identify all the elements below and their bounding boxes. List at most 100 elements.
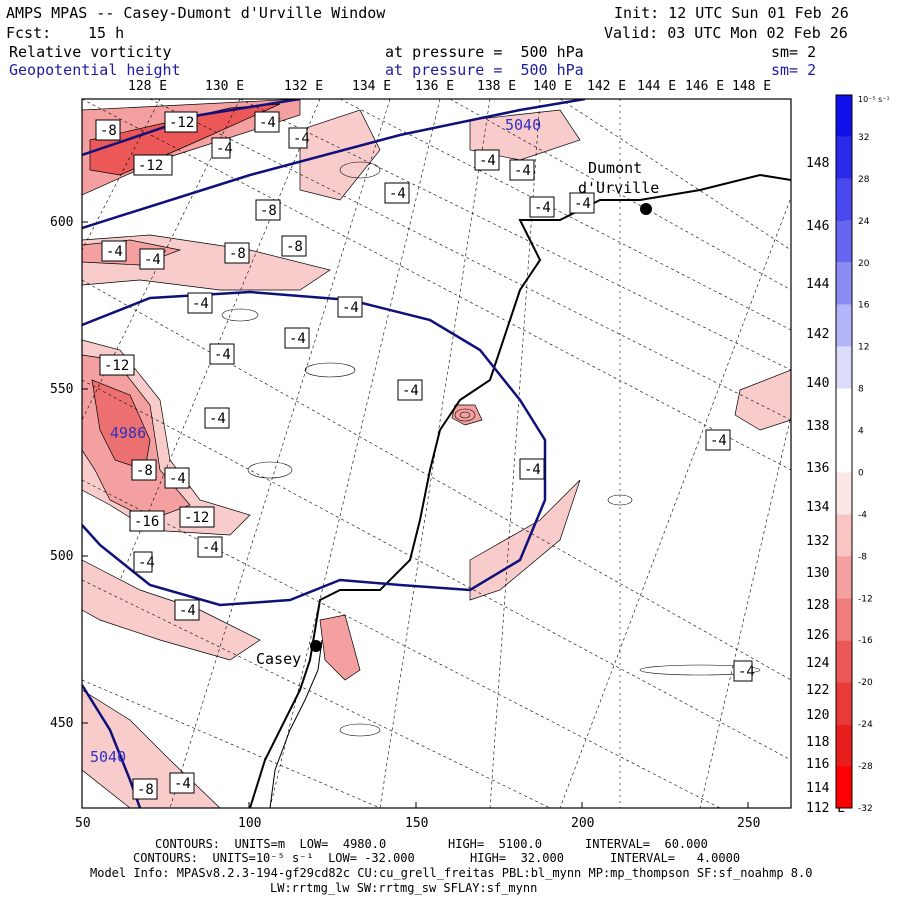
lon-label: 144 E <box>806 277 845 292</box>
colorbar-swatch <box>836 514 852 557</box>
grid-line <box>82 99 791 471</box>
plot-title: AMPS MPAS -- Casey-Dumont d'Urville Wind… <box>6 4 386 22</box>
x-axis-labels: 50 100 150 200 250 <box>75 816 760 831</box>
height-contour-4986 <box>82 290 547 607</box>
lon-label: 144 E <box>637 79 676 94</box>
vorticity-label: -4 <box>402 383 419 399</box>
height-contour-high: HIGH= 5100.0 <box>448 837 542 851</box>
lon-label: 126 E <box>806 628 845 643</box>
station-label-durville: d'Urville <box>578 179 659 197</box>
vorticity-labels: -8 -12 -4 -4 -4 -12 -4 -4 -4 -4 -4 -8 -8… <box>95 111 755 800</box>
colorbar-label: 4 <box>858 427 864 437</box>
lon-label: 124 E <box>806 656 845 671</box>
lat-lon-grid <box>82 99 791 808</box>
vorticity-label: -4 <box>144 252 161 268</box>
lon-label: 114 E <box>806 781 845 796</box>
colorbar: 10⁻⁵ s⁻¹ 32 28 24 20 16 12 8 4 0 -4 -8 -12 -16 -20 -24 -… <box>835 94 890 814</box>
grid-line <box>449 99 791 291</box>
x-tick-label: 100 <box>238 816 261 831</box>
colorbar-label: 32 <box>858 133 869 143</box>
vorticity-contour <box>339 723 381 737</box>
lon-label: 130 E <box>806 566 845 581</box>
vorticity-label: -4 <box>106 244 123 260</box>
grid-line <box>559 199 791 808</box>
y-axis-labels: 600 550 500 450 <box>50 215 73 731</box>
colorbar-swatch <box>836 682 852 725</box>
map-area: 5040 4986 5040 -8 -12 -4 -4 -4 -12 -4 -4… <box>82 99 791 808</box>
lon-label: 116 E <box>806 757 845 772</box>
vorticity-label: -8 <box>136 463 153 479</box>
colorbar-label: 12 <box>858 343 869 353</box>
vorticity-contour <box>607 494 633 506</box>
vorticity-label: -16 <box>134 514 159 530</box>
vorticity-label: -12 <box>169 115 194 131</box>
vorticity-region <box>469 109 581 161</box>
coastline <box>249 173 791 808</box>
colorbar-swatch <box>836 346 852 389</box>
y-axis-ticks <box>82 221 88 724</box>
grid-line <box>339 99 791 331</box>
colorbar-frame <box>835 94 853 809</box>
x-tick-label: 200 <box>571 816 594 831</box>
vorticity-contour <box>639 664 761 676</box>
x-tick-label: 50 <box>75 816 91 831</box>
vorticity-label: -8 <box>286 239 303 255</box>
lon-label: 120 E <box>806 708 845 723</box>
grid-line <box>82 579 551 808</box>
vorticity-label: -4 <box>259 115 276 131</box>
lon-label: 128 E <box>806 598 845 613</box>
height-label: 5040 <box>90 748 126 766</box>
colorbar-label: 0 <box>858 468 864 478</box>
colorbar-swatch <box>836 556 852 599</box>
colorbar-label: -32 <box>858 804 873 814</box>
field1-smoothing: sm= 2 <box>771 43 817 61</box>
vorticity-shading <box>82 99 791 808</box>
grid-line <box>82 279 791 681</box>
vorticity-label: -4 <box>738 664 755 680</box>
lon-label: 122 E <box>806 683 845 698</box>
vorticity-label: -8 <box>229 246 246 262</box>
vorticity-label: -8 <box>100 123 117 139</box>
grid-line <box>119 99 321 581</box>
colorbar-label: 20 <box>858 259 870 269</box>
lon-label: 148 E <box>732 79 771 94</box>
model-info: Model Info: MPASv8.2.3-194-gf29cd82c CU:… <box>90 866 813 880</box>
lon-label: 130 E <box>205 79 244 94</box>
colorbar-label: 28 <box>858 175 870 185</box>
vorticity-contour-info: CONTOURS: UNITS=10⁻⁵ s⁻¹ LOW= -32.000 <box>133 851 415 865</box>
grid-line <box>82 99 161 251</box>
lon-label: 142 E <box>806 327 845 342</box>
vorticity-contour-interval: INTERVAL= 4.0000 <box>610 851 741 865</box>
colorbar-swatch <box>836 304 852 347</box>
vorticity-region <box>82 559 261 661</box>
x-axis-ticks <box>248 802 749 808</box>
vorticity-contour <box>247 461 293 479</box>
colorbar-swatch <box>836 430 852 473</box>
vorticity-label: -4 <box>289 331 306 347</box>
station-label-dumont: Dumont <box>588 159 642 177</box>
vorticity-contour <box>221 308 259 322</box>
vorticity-contour <box>304 362 356 378</box>
vorticity-label: -8 <box>137 782 154 798</box>
grid-line <box>82 379 791 761</box>
height-contour-5040-upper <box>82 99 586 230</box>
lon-label: 136 E <box>415 79 454 94</box>
vorticity-contour-high: HIGH= 32.000 <box>470 851 564 865</box>
vorticity-label: -4 <box>214 347 231 363</box>
vorticity-label: -4 <box>202 540 219 556</box>
colorbar-label: 16 <box>858 301 870 311</box>
lon-label: 138 E <box>477 79 516 94</box>
lon-label: 148 E <box>806 156 845 171</box>
top-lon-labels: 128 E 130 E 132 E 134 E 136 E 138 E 140 … <box>128 79 771 94</box>
vorticity-label: -4 <box>293 131 310 147</box>
vorticity-label: -4 <box>216 141 233 157</box>
coastline <box>269 639 323 808</box>
lon-label: 132 E <box>284 79 323 94</box>
field1-name: Relative vorticity <box>9 43 172 61</box>
field1-level: at pressure = 500 hPa <box>385 43 584 61</box>
vorticity-label: -4 <box>524 462 541 478</box>
lon-label: 136 E <box>806 461 845 476</box>
vorticity-contour <box>459 411 471 419</box>
vorticity-region <box>319 614 361 681</box>
